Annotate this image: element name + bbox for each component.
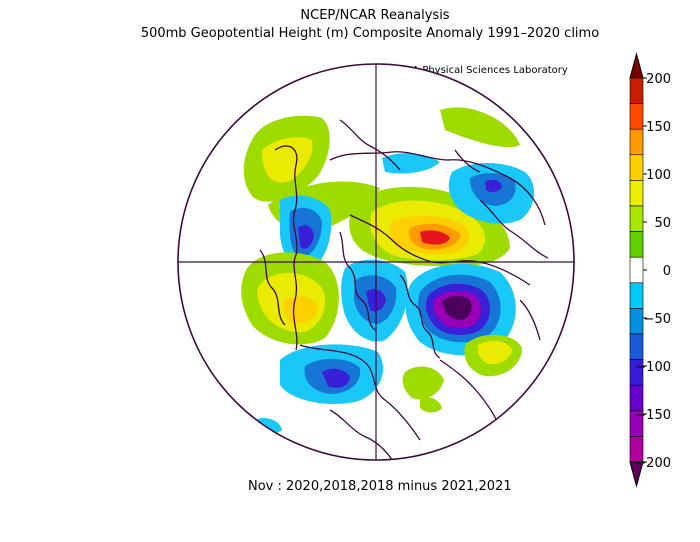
coastline — [399, 274, 441, 359]
colorbar-label: −200 — [635, 456, 671, 471]
colorbar-swatch — [629, 384, 644, 412]
colorbar-swatch — [629, 154, 644, 181]
colorbar-swatch — [629, 231, 644, 258]
colorbar-swatch — [629, 333, 644, 360]
coastline — [329, 151, 546, 226]
anomaly-patch — [420, 397, 442, 413]
coastline — [339, 119, 401, 171]
colorbar-swatch — [629, 180, 644, 207]
coastline — [454, 149, 481, 173]
colorbar-label: 150 — [646, 120, 671, 135]
anomaly-patch — [322, 368, 350, 388]
colorbar: 200 150 100 50 0 −50 −100 −150 −200 — [629, 52, 671, 488]
coastline — [274, 145, 298, 351]
anomaly-field — [241, 107, 535, 434]
coastline — [299, 344, 421, 441]
coastline — [519, 299, 541, 341]
chart-title: NCEP/NCAR Reanalysis — [300, 8, 450, 23]
colorbar-swatch — [629, 77, 644, 104]
colorbar-swatch — [629, 103, 644, 130]
colorbar-label: −150 — [635, 408, 671, 423]
colorbar-bottom-arrow — [629, 461, 644, 488]
anomaly-patch — [485, 179, 502, 193]
colorbar-swatch — [629, 128, 644, 156]
anomaly-patch — [382, 153, 440, 174]
coastlines — [259, 119, 549, 460]
colorbar-label: 50 — [654, 216, 671, 231]
colorbar-label: −50 — [644, 312, 671, 327]
coastline — [479, 199, 549, 259]
anomaly-patch — [442, 295, 472, 320]
globe-border — [177, 63, 575, 461]
chart-subtitle: 500mb Geopotential Height (m) Composite … — [140, 26, 600, 41]
anomaly-patch — [262, 137, 313, 183]
colorbar-swatch — [629, 282, 644, 309]
colorbar-label: 200 — [646, 72, 671, 87]
coastline — [329, 409, 396, 460]
coastline — [339, 231, 376, 331]
anomaly-patch — [283, 295, 318, 324]
colorbar-swatch — [629, 256, 644, 284]
anomaly-patch — [298, 225, 314, 249]
colorbar-label: 100 — [646, 168, 671, 183]
coastline — [259, 249, 286, 326]
anomaly-patch — [440, 107, 520, 148]
colorbar-label: 0 — [663, 264, 671, 279]
colorbar-swatch — [629, 205, 644, 232]
credit-label: NOAA Physical Sciences Laboratory — [390, 65, 568, 76]
colorbar-top-arrow — [629, 52, 644, 79]
composite-years-label: Nov : 2020,2018,2018 minus 2021,2021 — [248, 479, 512, 494]
colorbar-swatch — [629, 308, 644, 335]
anomaly-patch — [420, 230, 450, 245]
anomaly-patch — [402, 366, 444, 400]
colorbar-label: −100 — [635, 360, 671, 375]
anomaly-patch — [477, 340, 512, 365]
